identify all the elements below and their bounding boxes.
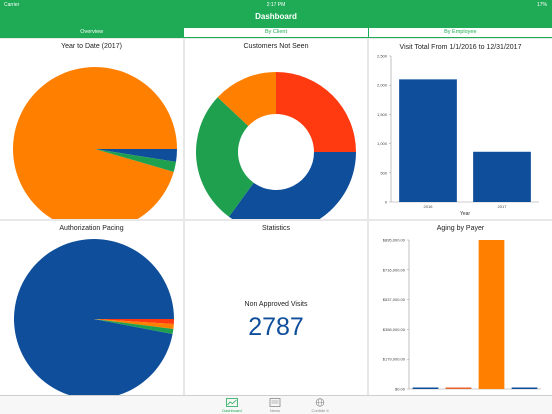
ytd-card[interactable]: Year to Date (2017): [0, 39, 183, 219]
y-tick-label: 500: [380, 170, 387, 175]
y-tick-label: $895,000.00: [383, 238, 406, 243]
pie-slice: [228, 152, 356, 219]
auth-card[interactable]: Authorization Pacing: [0, 221, 183, 395]
visits-card[interactable]: Visit Total From 1/1/2016 to 12/31/2017 …: [369, 39, 552, 219]
pie-slice: [196, 97, 254, 217]
non-approved-value: 2787: [248, 313, 304, 341]
aging-bar-chart: $0.00 $179,000.00 $358,000.00 $537,000.00 $7…: [383, 238, 541, 392]
bar: [399, 79, 457, 202]
pie-slice: [276, 72, 356, 152]
ytd-title: Year to Date (2017): [61, 43, 122, 50]
stats-title: Statistics: [261, 225, 290, 232]
stats-card[interactable]: Statistics Non Approved Visits 2787: [185, 221, 367, 395]
pie-slice: [94, 319, 174, 325]
y-tick-label: 1,000: [377, 141, 388, 146]
tabbar-dashboard-label: Dashboard: [222, 408, 242, 413]
customers-title: Customers Not Seen: [243, 43, 309, 50]
page-title: Dashboard: [255, 12, 297, 21]
tabbar-confide-label: Confide It: [311, 408, 329, 413]
tab-by-client[interactable]: By Client: [183, 28, 368, 37]
y-tick-label: $0.00: [395, 387, 406, 392]
y-tick-label: $179,000.00: [383, 357, 406, 362]
segmented-tabs: Overview By Client By Employee: [0, 28, 552, 38]
aging-title: Aging by Payer: [436, 225, 485, 232]
bar: [473, 151, 531, 202]
y-tick-label: 0: [385, 200, 388, 205]
chart-icon: [226, 398, 238, 407]
clock-label: 2:17 PM: [266, 2, 286, 8]
news-icon: [269, 398, 281, 407]
y-tick-label: $358,000.00: [383, 327, 406, 332]
aging-card[interactable]: Aging by Payer $0.00 $179,000.00 $358,000.…: [369, 221, 552, 395]
carrier-label: Carrier: [4, 2, 20, 8]
non-approved-label: Non Approved Visits: [244, 301, 308, 308]
tabbar-confide[interactable]: Confide It: [300, 398, 340, 413]
tabbar-news[interactable]: News: [255, 398, 295, 413]
auth-pie-chart: [14, 239, 174, 395]
customers-card[interactable]: Customers Not Seen: [185, 39, 367, 219]
pie-slice: [95, 149, 176, 172]
app-header: Carrier 2:17 PM 17% Dashboard: [0, 0, 552, 28]
tabbar-dashboard[interactable]: Dashboard: [212, 398, 252, 413]
bar: [412, 387, 439, 389]
tab-by-employee[interactable]: By Employee: [367, 28, 552, 37]
pie-slice: [14, 239, 174, 395]
ytd-pie-chart: [13, 67, 177, 219]
pie-slice: [94, 319, 174, 330]
customers-donut-chart: [196, 72, 356, 219]
bar: [445, 387, 472, 389]
battery-label: 17%: [536, 2, 547, 8]
globe-icon: [315, 398, 325, 407]
tab-overview[interactable]: Overview: [0, 28, 184, 37]
status-bar: Carrier 2:17 PM 17%: [0, 0, 552, 10]
pie-slice: [13, 67, 177, 219]
visits-title: Visit Total From 1/1/2016 to 12/31/2017: [399, 44, 522, 51]
y-tick-label: 1,500: [377, 112, 388, 117]
pie-slice: [95, 149, 177, 162]
bottom-tab-bar: Dashboard News Confide It: [0, 395, 552, 414]
y-tick-label: $537,000.00: [383, 297, 406, 302]
x-axis-label: Year: [460, 211, 470, 217]
pie-slice: [217, 72, 276, 126]
pie-slice: [94, 319, 174, 334]
visits-bar-chart: 0 500 1,000 1,500 2,000 2,500 2016 2017 Year: [377, 54, 539, 217]
bar: [478, 240, 505, 389]
bar: [511, 387, 538, 389]
y-tick-label: $716,000.00: [383, 267, 406, 272]
x-tick-label: 2017: [498, 204, 508, 209]
x-tick-label: 2016: [424, 204, 434, 209]
auth-title: Authorization Pacing: [59, 225, 124, 232]
tabbar-news-label: News: [269, 408, 280, 413]
y-tick-label: 2,500: [377, 54, 388, 59]
y-tick-label: 2,000: [377, 83, 388, 88]
dashboard-grid: Year to Date (2017) Customers Not Seen V…: [0, 39, 552, 395]
